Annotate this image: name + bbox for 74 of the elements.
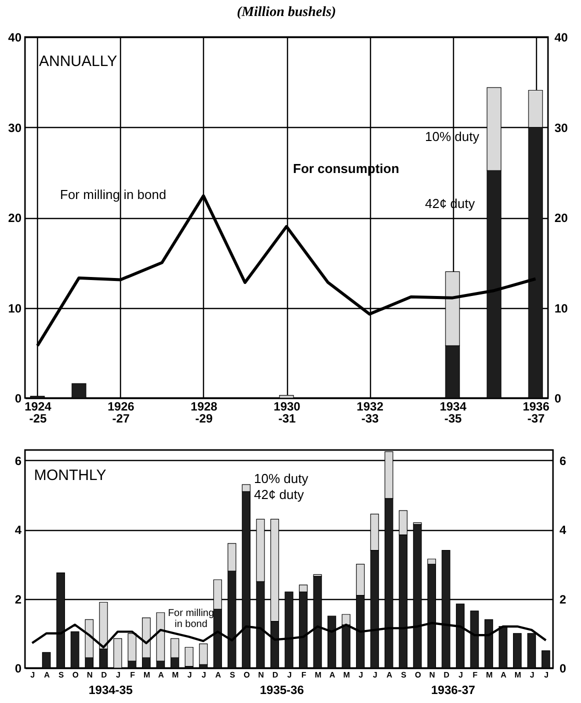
y2-tick-label: 10	[554, 301, 568, 316]
text: 1934-35	[88, 683, 133, 697]
x-tick-label: S	[230, 670, 236, 680]
x-tick-label: M	[314, 670, 322, 680]
x-tick-label: 1928 -29	[190, 400, 218, 426]
series-label: 10% duty	[425, 129, 480, 144]
x-tick-label: J	[544, 670, 549, 680]
x-tick-label: 1926 -27	[108, 400, 135, 426]
x-tick-label: M	[514, 670, 522, 680]
x-tick-label: M	[486, 670, 493, 680]
y-tick-label: 0	[14, 392, 22, 406]
x-tick-label: F	[472, 670, 478, 680]
y-tick-label: 40	[8, 30, 22, 44]
x-tick-label: A	[44, 670, 50, 680]
series-label: 42¢ duty	[254, 487, 304, 502]
x-tick-label: 1936 -37	[522, 400, 550, 426]
y-tick-label: 0	[14, 662, 22, 676]
series-label: 10% duty	[254, 471, 309, 486]
x-tick-label: N	[258, 670, 264, 680]
x-tick-label: D	[272, 670, 278, 680]
x-tick-label: J	[187, 670, 192, 680]
y-tick-label: 4	[14, 523, 22, 538]
x-tick-label: N	[86, 670, 93, 680]
series-label: For milling in bond	[168, 608, 214, 630]
x-tick-label: A	[215, 670, 222, 680]
x-tick-label: D	[444, 670, 450, 680]
y2-tick-label: 30	[554, 120, 568, 135]
x-tick-label: J	[458, 670, 463, 680]
x-tick-label: N	[429, 670, 436, 680]
text: 1935-36	[260, 683, 304, 697]
x-tick-label: A	[158, 670, 164, 680]
x-tick-label: O	[414, 670, 422, 680]
x-tick-label: F	[301, 670, 306, 680]
y2-tick-label: 20	[554, 211, 568, 225]
x-tick-label: S	[58, 670, 65, 680]
x-tick-label: A	[386, 670, 392, 680]
x-tick-label: 1932 -33	[356, 400, 384, 426]
x-tick-label: J	[358, 670, 364, 680]
x-tick-label: J	[30, 670, 35, 680]
bar	[184, 646, 194, 667]
x-tick-label: J	[372, 670, 378, 680]
x-tick-label: J	[202, 670, 206, 680]
x-tick-label: M	[143, 670, 150, 680]
y2-tick-label: 6	[560, 454, 566, 468]
y2-tick-label: 0	[554, 392, 562, 406]
y-tick-label: 10	[8, 301, 22, 316]
chart-title: (Million bushels)	[236, 5, 336, 20]
x-tick-label: S	[400, 670, 407, 680]
x-tick-label: F	[130, 670, 136, 680]
x-tick-label: J	[530, 670, 534, 680]
text: 1936-37	[431, 683, 476, 697]
x-tick-label: O	[244, 670, 250, 680]
y2-tick-label: 4	[560, 523, 566, 538]
x-tick-label: M	[343, 670, 350, 680]
annotation: MONTHLY	[34, 467, 106, 484]
y-tick-label: 6	[14, 454, 22, 468]
x-tick-label: 1930 -31	[274, 400, 301, 426]
annotation: ANNUALLY	[39, 53, 118, 70]
y-tick-label: 20	[8, 211, 22, 225]
y-tick-label: 30	[8, 120, 22, 135]
y2-tick-label: 40	[554, 30, 568, 44]
y-tick-label: 2	[14, 592, 22, 606]
x-tick-label: A	[329, 670, 336, 680]
x-tick-label: O	[72, 670, 79, 680]
x-tick-label: D	[101, 670, 108, 680]
x-tick-label: 1924 -25	[24, 400, 52, 426]
text: For milling in bond	[60, 187, 166, 202]
x-tick-label: M	[172, 670, 179, 680]
x-tick-label: J	[116, 670, 120, 680]
x-tick-label: J	[287, 670, 292, 680]
x-tick-label: A	[500, 670, 507, 680]
x-tick-label: 1934 -35	[440, 400, 467, 426]
y2-tick-label: 2	[560, 592, 566, 606]
y2-tick-label: 0	[560, 662, 566, 676]
